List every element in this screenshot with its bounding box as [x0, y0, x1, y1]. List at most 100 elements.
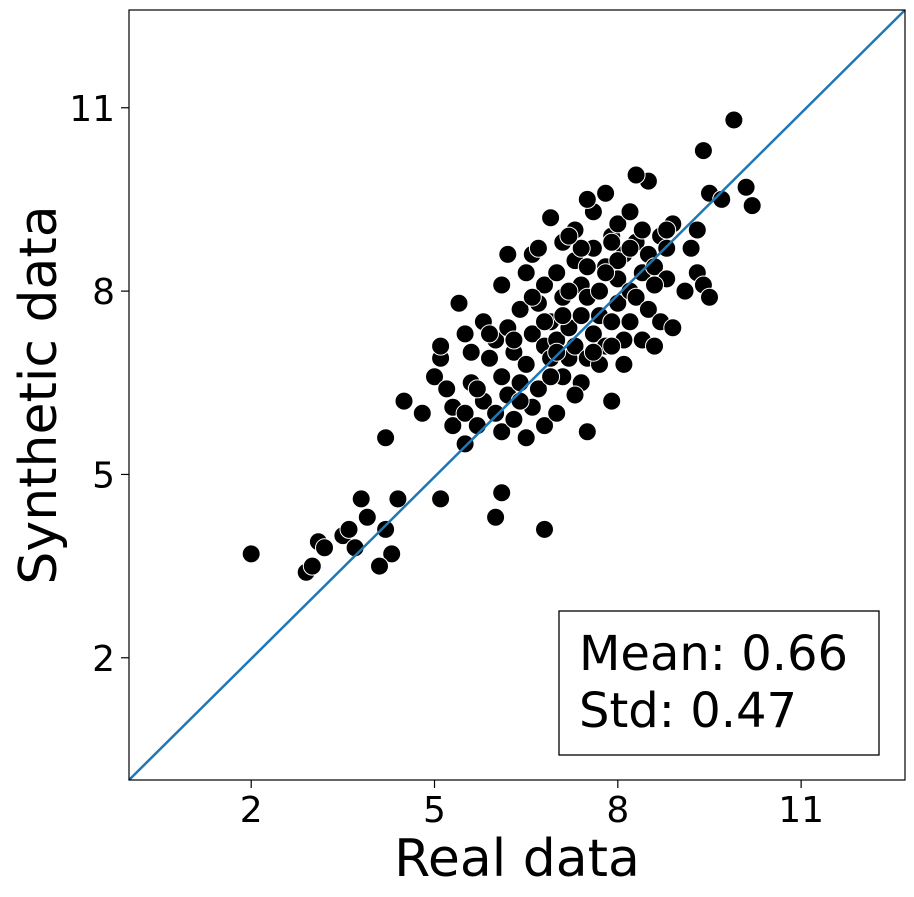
- data-point: [431, 489, 451, 509]
- data-point: [528, 238, 548, 258]
- data-point: [522, 324, 542, 344]
- data-point: [431, 336, 451, 356]
- points-layer: [241, 110, 762, 582]
- data-point: [645, 336, 664, 356]
- data-point: [522, 287, 542, 307]
- data-point: [516, 354, 536, 374]
- data-point: [315, 538, 334, 558]
- data-point: [535, 312, 554, 332]
- data-point: [571, 238, 591, 258]
- data-point: [388, 489, 408, 509]
- y-axis-ticks: 2 5 8 11: [69, 89, 129, 680]
- data-point: [547, 342, 567, 362]
- data-point: [657, 220, 677, 240]
- data-point: [626, 165, 646, 185]
- y-tick-label: 2: [92, 639, 115, 680]
- data-point: [394, 391, 414, 411]
- data-point: [632, 220, 652, 240]
- data-point: [461, 342, 481, 362]
- data-point: [681, 238, 701, 258]
- data-point: [559, 281, 579, 301]
- plot-frame: [128, 9, 906, 781]
- data-point: [412, 403, 432, 423]
- data-point: [626, 287, 646, 307]
- data-point: [510, 373, 530, 393]
- y-tick-label: 8: [92, 272, 115, 313]
- y-tick-label: 11: [69, 89, 115, 130]
- data-point: [480, 348, 499, 368]
- data-point: [241, 544, 261, 564]
- data-point: [687, 220, 707, 240]
- data-point: [516, 263, 536, 283]
- data-point: [638, 299, 658, 319]
- data-point: [614, 354, 634, 374]
- stats-box: Mean: 0.66 Std: 0.47: [558, 610, 880, 756]
- data-point: [492, 483, 512, 503]
- data-point: [535, 416, 554, 436]
- y-tick-label: 5: [92, 455, 115, 496]
- data-point: [608, 251, 628, 271]
- data-point: [736, 177, 756, 197]
- data-point: [455, 324, 475, 344]
- data-point: [577, 422, 597, 442]
- data-point: [596, 183, 616, 203]
- stats-box-frame: [558, 610, 880, 756]
- data-point: [357, 507, 377, 527]
- data-point: [498, 244, 518, 264]
- x-tick-label: 5: [423, 790, 446, 831]
- data-point: [370, 556, 389, 576]
- data-point: [608, 214, 628, 234]
- x-tick-label: 8: [606, 790, 629, 831]
- x-axis-ticks: 2 5 8 11: [240, 780, 824, 831]
- identity-line: [128, 9, 906, 781]
- data-point: [528, 379, 548, 399]
- data-point: [553, 306, 573, 326]
- data-point: [492, 422, 512, 442]
- data-point: [547, 263, 567, 283]
- data-point: [535, 519, 554, 539]
- y-axis-title: Synthetic data: [9, 205, 69, 584]
- data-point: [577, 189, 597, 209]
- data-point: [510, 391, 530, 411]
- data-point: [455, 434, 475, 454]
- data-point: [645, 275, 664, 295]
- data-point: [486, 403, 506, 423]
- data-point: [657, 238, 677, 258]
- data-point: [376, 519, 396, 539]
- data-point: [467, 379, 487, 399]
- data-point: [571, 306, 591, 326]
- data-point: [535, 275, 554, 295]
- data-point: [724, 110, 744, 130]
- data-point: [376, 428, 396, 448]
- stats-std: Std: 0.47: [579, 683, 797, 739]
- x-tick-label: 11: [778, 790, 824, 831]
- data-point: [516, 428, 536, 448]
- data-point: [510, 299, 530, 319]
- data-point: [425, 367, 444, 387]
- data-point: [382, 544, 402, 564]
- data-point: [700, 287, 719, 307]
- data-point: [565, 385, 585, 405]
- data-point: [742, 196, 762, 216]
- data-point: [583, 342, 603, 362]
- data-point: [590, 281, 609, 301]
- data-point: [504, 409, 524, 429]
- data-point: [449, 293, 469, 313]
- data-point: [547, 403, 567, 423]
- data-point: [663, 318, 683, 338]
- data-point: [443, 416, 463, 436]
- data-point: [693, 141, 713, 161]
- data-point: [455, 403, 475, 423]
- data-point: [302, 556, 322, 576]
- data-point: [492, 275, 512, 295]
- data-point: [437, 379, 457, 399]
- stats-mean: Mean: 0.66: [579, 626, 848, 682]
- data-point: [675, 281, 695, 301]
- data-point: [492, 367, 512, 387]
- data-point: [504, 330, 524, 350]
- data-point: [602, 232, 622, 252]
- data-point: [541, 367, 561, 387]
- data-point: [486, 507, 506, 527]
- data-point: [596, 263, 616, 283]
